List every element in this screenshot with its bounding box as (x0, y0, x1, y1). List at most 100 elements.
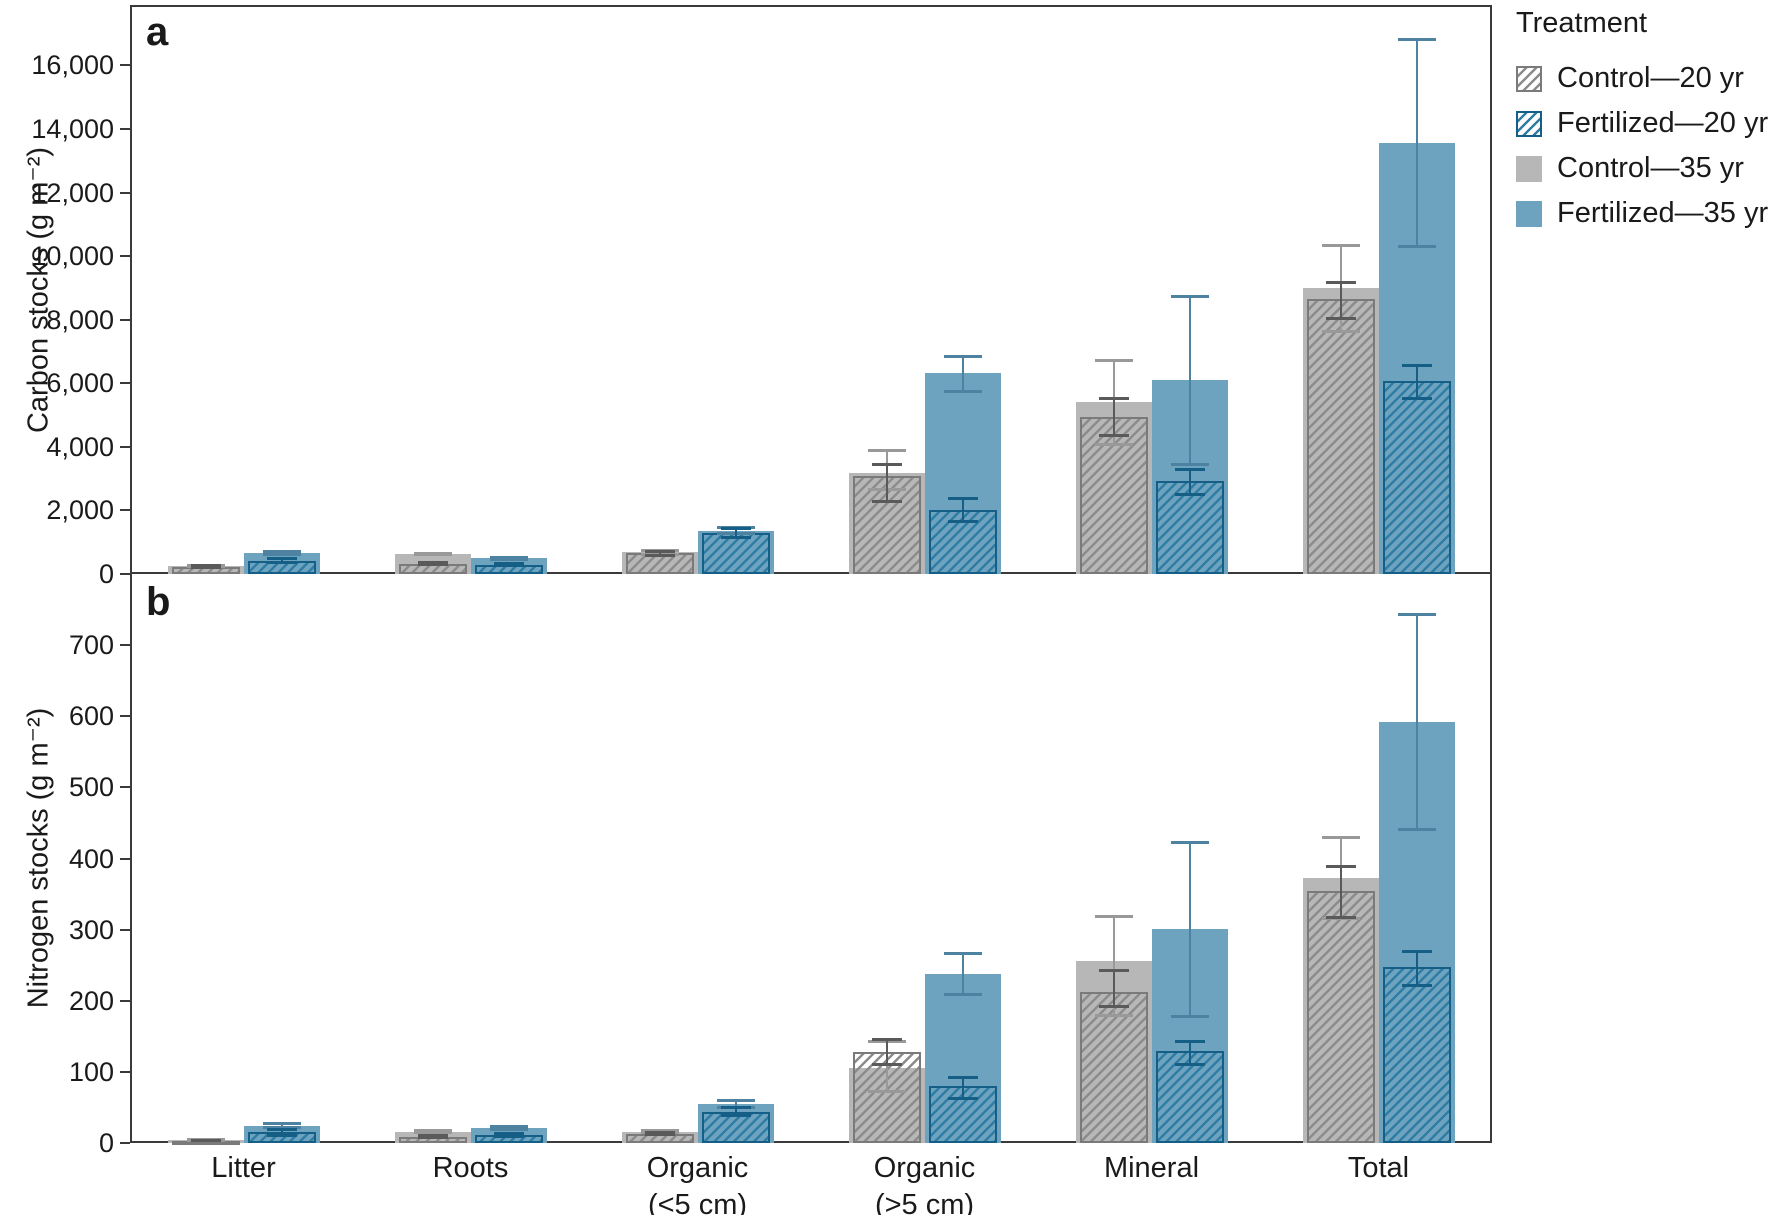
errorbar-a-organic-lt5-control-20yr (644, 549, 675, 558)
x-label-organic: Organic (<5 cm) (646, 1152, 749, 1215)
bar-b-organic-gt5-fertilized-20yr (928, 1086, 997, 1143)
errorbar-b-roots-control-35yr (413, 1129, 452, 1135)
errorbar-a-litter-fertilized-35yr (262, 549, 301, 556)
bar-a-total-control-20yr (1306, 299, 1375, 574)
x-label-mineral: Mineral (1103, 1152, 1200, 1184)
errorbar-b-roots-control-20yr (417, 1134, 448, 1140)
errorbar-b-litter-control-20yr (190, 1138, 221, 1143)
bar-a-mineral-fertilized-20yr (1155, 481, 1224, 574)
errorbar-b-organic-gt5-fertilized-35yr (943, 952, 982, 997)
y-tick-label-b-300: 300 (68, 914, 114, 945)
errorbar-a-mineral-fertilized-35yr (1170, 295, 1209, 466)
panel-b-letter: b (146, 580, 171, 624)
errorbar-a-total-control-20yr (1325, 281, 1356, 320)
errorbar-a-litter-control-20yr (190, 563, 221, 570)
y-tick-label-b-700: 700 (68, 630, 114, 661)
bar-b-total-fertilized-20yr (1382, 967, 1451, 1143)
errorbar-a-roots-control-20yr (417, 561, 448, 567)
legend-label: Control—35 yr (1557, 152, 1744, 184)
y-tick-label-a-16,000: 16,000 (31, 50, 114, 81)
errorbar-b-roots-fertilized-35yr (489, 1125, 528, 1131)
legend-item-control-35-yr: Control—35 yr (1516, 146, 1771, 191)
y-tick-b-400 (120, 857, 130, 860)
y-tick-a-4,000 (120, 445, 130, 448)
y-tick-b-600 (120, 715, 130, 718)
errorbar-b-organic-lt5-control-20yr (644, 1130, 675, 1136)
errorbar-b-mineral-fertilized-20yr (1174, 1039, 1205, 1067)
legend-swatch-solid-blue (1516, 200, 1542, 227)
y-tick-b-500 (120, 786, 130, 789)
x-label-litter: Litter (211, 1152, 276, 1184)
errorbar-b-organic-gt5-control-20yr (871, 1038, 902, 1067)
x-label-total: Total (1347, 1152, 1410, 1184)
errorbar-a-organic-gt5-fertilized-35yr (943, 354, 982, 394)
panel-a-letter: a (146, 10, 169, 54)
legend-items: Control—20 yr Fertilized—20 yr Control—35 … (1516, 56, 1771, 236)
errorbar-a-organic-gt5-fertilized-20yr (947, 497, 978, 524)
legend-label: Fertilized—35 yr (1557, 197, 1769, 229)
y-tick-label-a-12,000: 12,000 (31, 177, 114, 208)
legend-item-fertilized-20-yr: Fertilized—20 yr (1516, 101, 1771, 146)
errorbar-a-organic-gt5-control-20yr (871, 463, 902, 504)
y-tick-b-0 (120, 1142, 130, 1144)
y-tick-label-b-400: 400 (68, 843, 114, 874)
y-tick-label-a-8,000: 8,000 (46, 304, 114, 335)
errorbar-b-total-fertilized-35yr (1397, 613, 1436, 832)
x-label-roots: Roots (432, 1152, 509, 1184)
errorbar-b-total-fertilized-20yr (1401, 949, 1432, 987)
errorbar-a-total-fertilized-35yr (1397, 38, 1436, 249)
y-tick-label-a-10,000: 10,000 (31, 241, 114, 272)
y-tick-label-a-6,000: 6,000 (46, 368, 114, 399)
errorbar-a-roots-control-35yr (413, 551, 452, 557)
errorbar-b-roots-fertilized-20yr (493, 1132, 524, 1139)
y-tick-b-300 (120, 928, 130, 931)
errorbar-a-total-fertilized-20yr (1401, 364, 1432, 401)
legend-swatch-solid-gray (1516, 155, 1542, 182)
errorbar-a-organic-lt5-fertilized-20yr (720, 526, 751, 540)
y-tick-a-0 (120, 573, 130, 575)
bar-a-organic-lt5-fertilized-20yr (701, 532, 770, 574)
legend-item-control-20-yr: Control—20 yr (1516, 56, 1771, 101)
errorbar-b-litter-fertilized-35yr (262, 1122, 301, 1129)
y-tick-b-700 (120, 644, 130, 647)
errorbar-a-mineral-fertilized-20yr (1174, 468, 1205, 497)
errorbar-b-mineral-control-20yr (1098, 969, 1129, 1008)
errorbar-a-litter-fertilized-20yr (266, 557, 297, 565)
legend-title: Treatment (1516, 7, 1648, 39)
y-tick-a-6,000 (120, 382, 130, 385)
legend-swatch-hatched-gray (1516, 65, 1542, 92)
y-tick-label-a-2,000: 2,000 (46, 495, 114, 526)
errorbar-b-mineral-fertilized-35yr (1170, 840, 1209, 1018)
y-tick-a-12,000 (120, 191, 130, 194)
y-tick-b-100 (120, 1070, 130, 1073)
y-tick-a-8,000 (120, 318, 130, 321)
panel-a-plot-area (130, 5, 1492, 574)
errorbar-a-roots-fertilized-35yr (489, 556, 528, 561)
legend: Treatment Control—20 yr Fertilized—20 yr C… (1516, 6, 1771, 236)
errorbar-a-roots-fertilized-20yr (493, 562, 524, 568)
errorbar-b-mineral-control-35yr (1094, 915, 1133, 1018)
y-tick-a-16,000 (120, 64, 130, 67)
errorbar-b-total-control-20yr (1325, 864, 1356, 919)
legend-label: Control—20 yr (1557, 62, 1744, 94)
bar-b-total-control-20yr (1306, 890, 1375, 1143)
legend-swatch-hatched-blue (1516, 110, 1542, 137)
panel-b-plot-area (130, 574, 1492, 1143)
y-tick-a-2,000 (120, 509, 130, 512)
x-label-organic: Organic (>5 cm) (873, 1152, 976, 1215)
legend-label: Fertilized—20 yr (1557, 107, 1769, 139)
y-tick-label-a-4,000: 4,000 (46, 431, 114, 462)
errorbar-b-organic-lt5-fertilized-20yr (720, 1106, 751, 1118)
y-tick-label-b-100: 100 (68, 1056, 114, 1087)
y-tick-b-200 (120, 999, 130, 1002)
errorbar-a-mineral-control-20yr (1098, 396, 1129, 437)
y-tick-label-a-0: 0 (98, 559, 114, 589)
errorbar-b-litter-fertilized-20yr (266, 1128, 297, 1137)
y-tick-label-b-0: 0 (98, 1128, 114, 1158)
y-tick-label-b-600: 600 (68, 701, 114, 732)
y-tick-a-14,000 (120, 127, 130, 130)
y-tick-a-10,000 (120, 255, 130, 258)
y-tick-label-b-500: 500 (68, 772, 114, 803)
y-tick-label-a-14,000: 14,000 (31, 113, 114, 144)
legend-item-fertilized-35-yr: Fertilized—35 yr (1516, 191, 1771, 236)
